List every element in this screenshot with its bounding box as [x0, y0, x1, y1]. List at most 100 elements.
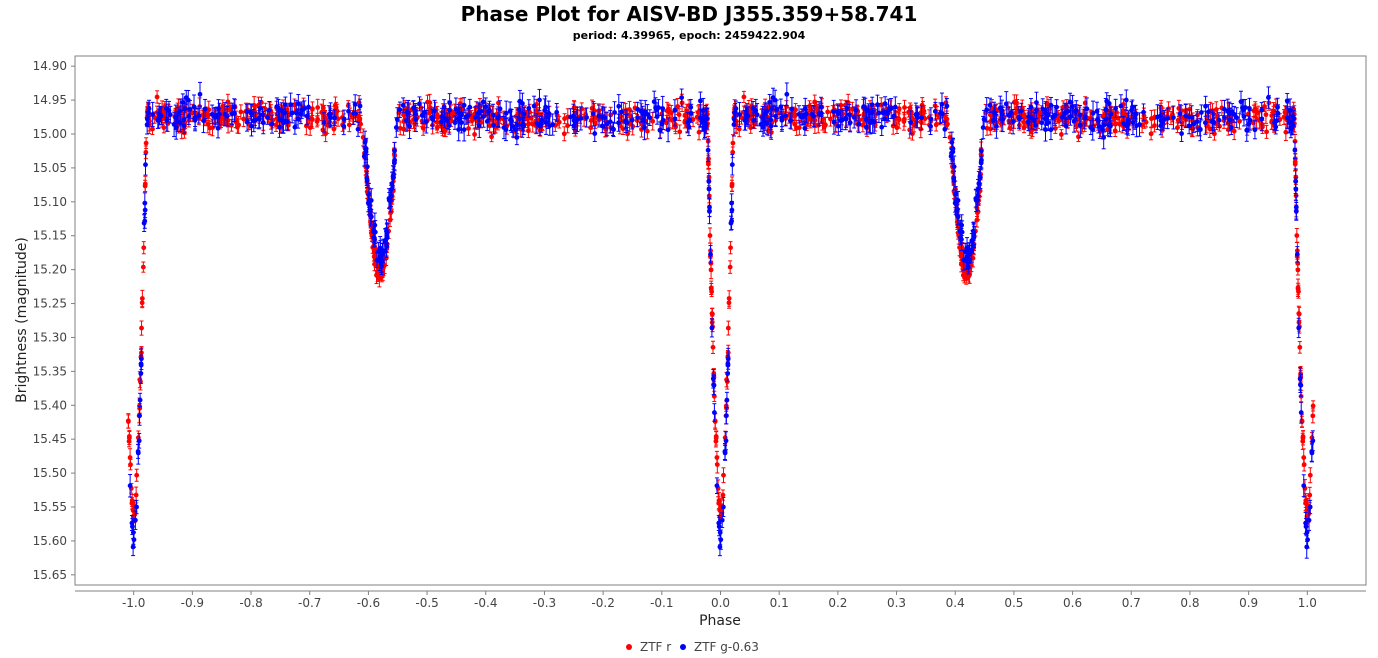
data-point: [1074, 123, 1079, 129]
data-point: [1039, 120, 1045, 126]
data-point: [206, 107, 212, 113]
data-point: [1059, 132, 1064, 137]
data-point: [796, 125, 802, 131]
data-point: [730, 140, 736, 146]
y-tick-label: 15.00: [33, 127, 67, 141]
data-point: [555, 117, 561, 123]
data-point: [1264, 129, 1269, 135]
data-point: [238, 109, 244, 115]
x-tick-label: 0.9: [1239, 596, 1258, 610]
data-point: [620, 126, 626, 132]
data-point: [1088, 116, 1094, 122]
data-point: [714, 455, 720, 460]
data-point: [1217, 123, 1222, 129]
data-point: [1231, 128, 1237, 134]
data-point: [525, 128, 531, 134]
x-tick-label: -0.4: [474, 596, 497, 610]
x-tick-label: 0.7: [1122, 596, 1141, 610]
data-point: [355, 126, 361, 132]
data-point: [472, 132, 477, 137]
x-tick-label: 0.0: [711, 596, 730, 610]
data-point: [144, 122, 150, 127]
data-point: [705, 159, 711, 165]
data-point: [315, 105, 321, 110]
data-point: [1307, 492, 1313, 498]
data-point: [675, 104, 681, 109]
data-point: [1120, 108, 1126, 114]
x-tick-label: -0.6: [357, 596, 380, 610]
y-tick-label: 15.05: [33, 161, 67, 175]
data-point: [1283, 129, 1289, 135]
data-point: [676, 112, 682, 118]
data-point: [315, 116, 320, 122]
y-tick-label: 15.30: [33, 330, 67, 344]
y-tick-label: 15.40: [33, 398, 67, 412]
y-tick-label: 15.55: [33, 500, 67, 514]
data-point: [1175, 117, 1181, 123]
x-tick-label: -0.9: [181, 596, 204, 610]
data-point: [828, 116, 833, 122]
data-point: [825, 109, 831, 115]
data-point: [896, 106, 902, 112]
data-point: [1297, 344, 1303, 350]
data-point: [612, 110, 617, 115]
data-point: [236, 122, 242, 128]
chart-subtitle: period: 4.39965, epoch: 2459422.904: [573, 29, 806, 42]
data-point: [139, 296, 145, 301]
data-point: [677, 129, 683, 135]
x-tick-label: -1.0: [122, 596, 145, 610]
data-point: [1148, 131, 1154, 137]
data-point: [1294, 233, 1300, 238]
data-point: [720, 492, 726, 498]
x-tick-label: -0.1: [650, 596, 673, 610]
data-point: [1013, 110, 1019, 116]
data-point: [1271, 108, 1276, 114]
data-point: [1252, 106, 1258, 112]
data-point: [1112, 128, 1118, 134]
data-point: [1113, 105, 1119, 111]
data-series-layer: [125, 81, 1316, 559]
data-point: [561, 131, 567, 137]
data-point: [321, 109, 327, 115]
data-point: [1310, 413, 1316, 419]
data-point: [727, 264, 733, 270]
data-point: [1014, 100, 1019, 105]
data-point: [1212, 131, 1217, 137]
data-point: [908, 109, 914, 115]
data-point: [357, 117, 363, 123]
data-point: [210, 125, 215, 131]
data-point: [133, 492, 139, 498]
data-point: [534, 108, 539, 114]
data-point: [1307, 472, 1313, 478]
data-point: [630, 123, 636, 129]
data-point: [644, 128, 650, 134]
data-point: [725, 325, 731, 331]
data-point: [792, 121, 798, 127]
data-point: [721, 472, 726, 478]
data-point: [143, 149, 149, 155]
y-tick-label: 15.35: [33, 364, 67, 378]
data-point: [150, 126, 155, 132]
data-point: [853, 107, 859, 113]
data-point: [374, 269, 380, 274]
data-point: [741, 94, 747, 100]
series-ztf-g: [127, 81, 1316, 559]
y-tick-label: 15.20: [33, 263, 67, 277]
data-point: [142, 183, 148, 189]
data-point: [154, 94, 160, 100]
data-point: [469, 118, 475, 123]
x-tick-label: 0.5: [1004, 596, 1023, 610]
data-point: [894, 125, 900, 131]
data-point: [1310, 403, 1316, 409]
data-point: [143, 140, 149, 146]
y-tick-label: 15.10: [33, 195, 67, 209]
data-point: [434, 119, 440, 125]
data-point: [850, 106, 855, 112]
y-tick-label: 15.45: [33, 432, 67, 446]
data-point: [730, 149, 736, 155]
y-tick-label: 15.60: [33, 534, 67, 548]
data-point: [1175, 125, 1180, 131]
data-point: [161, 109, 167, 115]
data-point: [710, 344, 716, 350]
